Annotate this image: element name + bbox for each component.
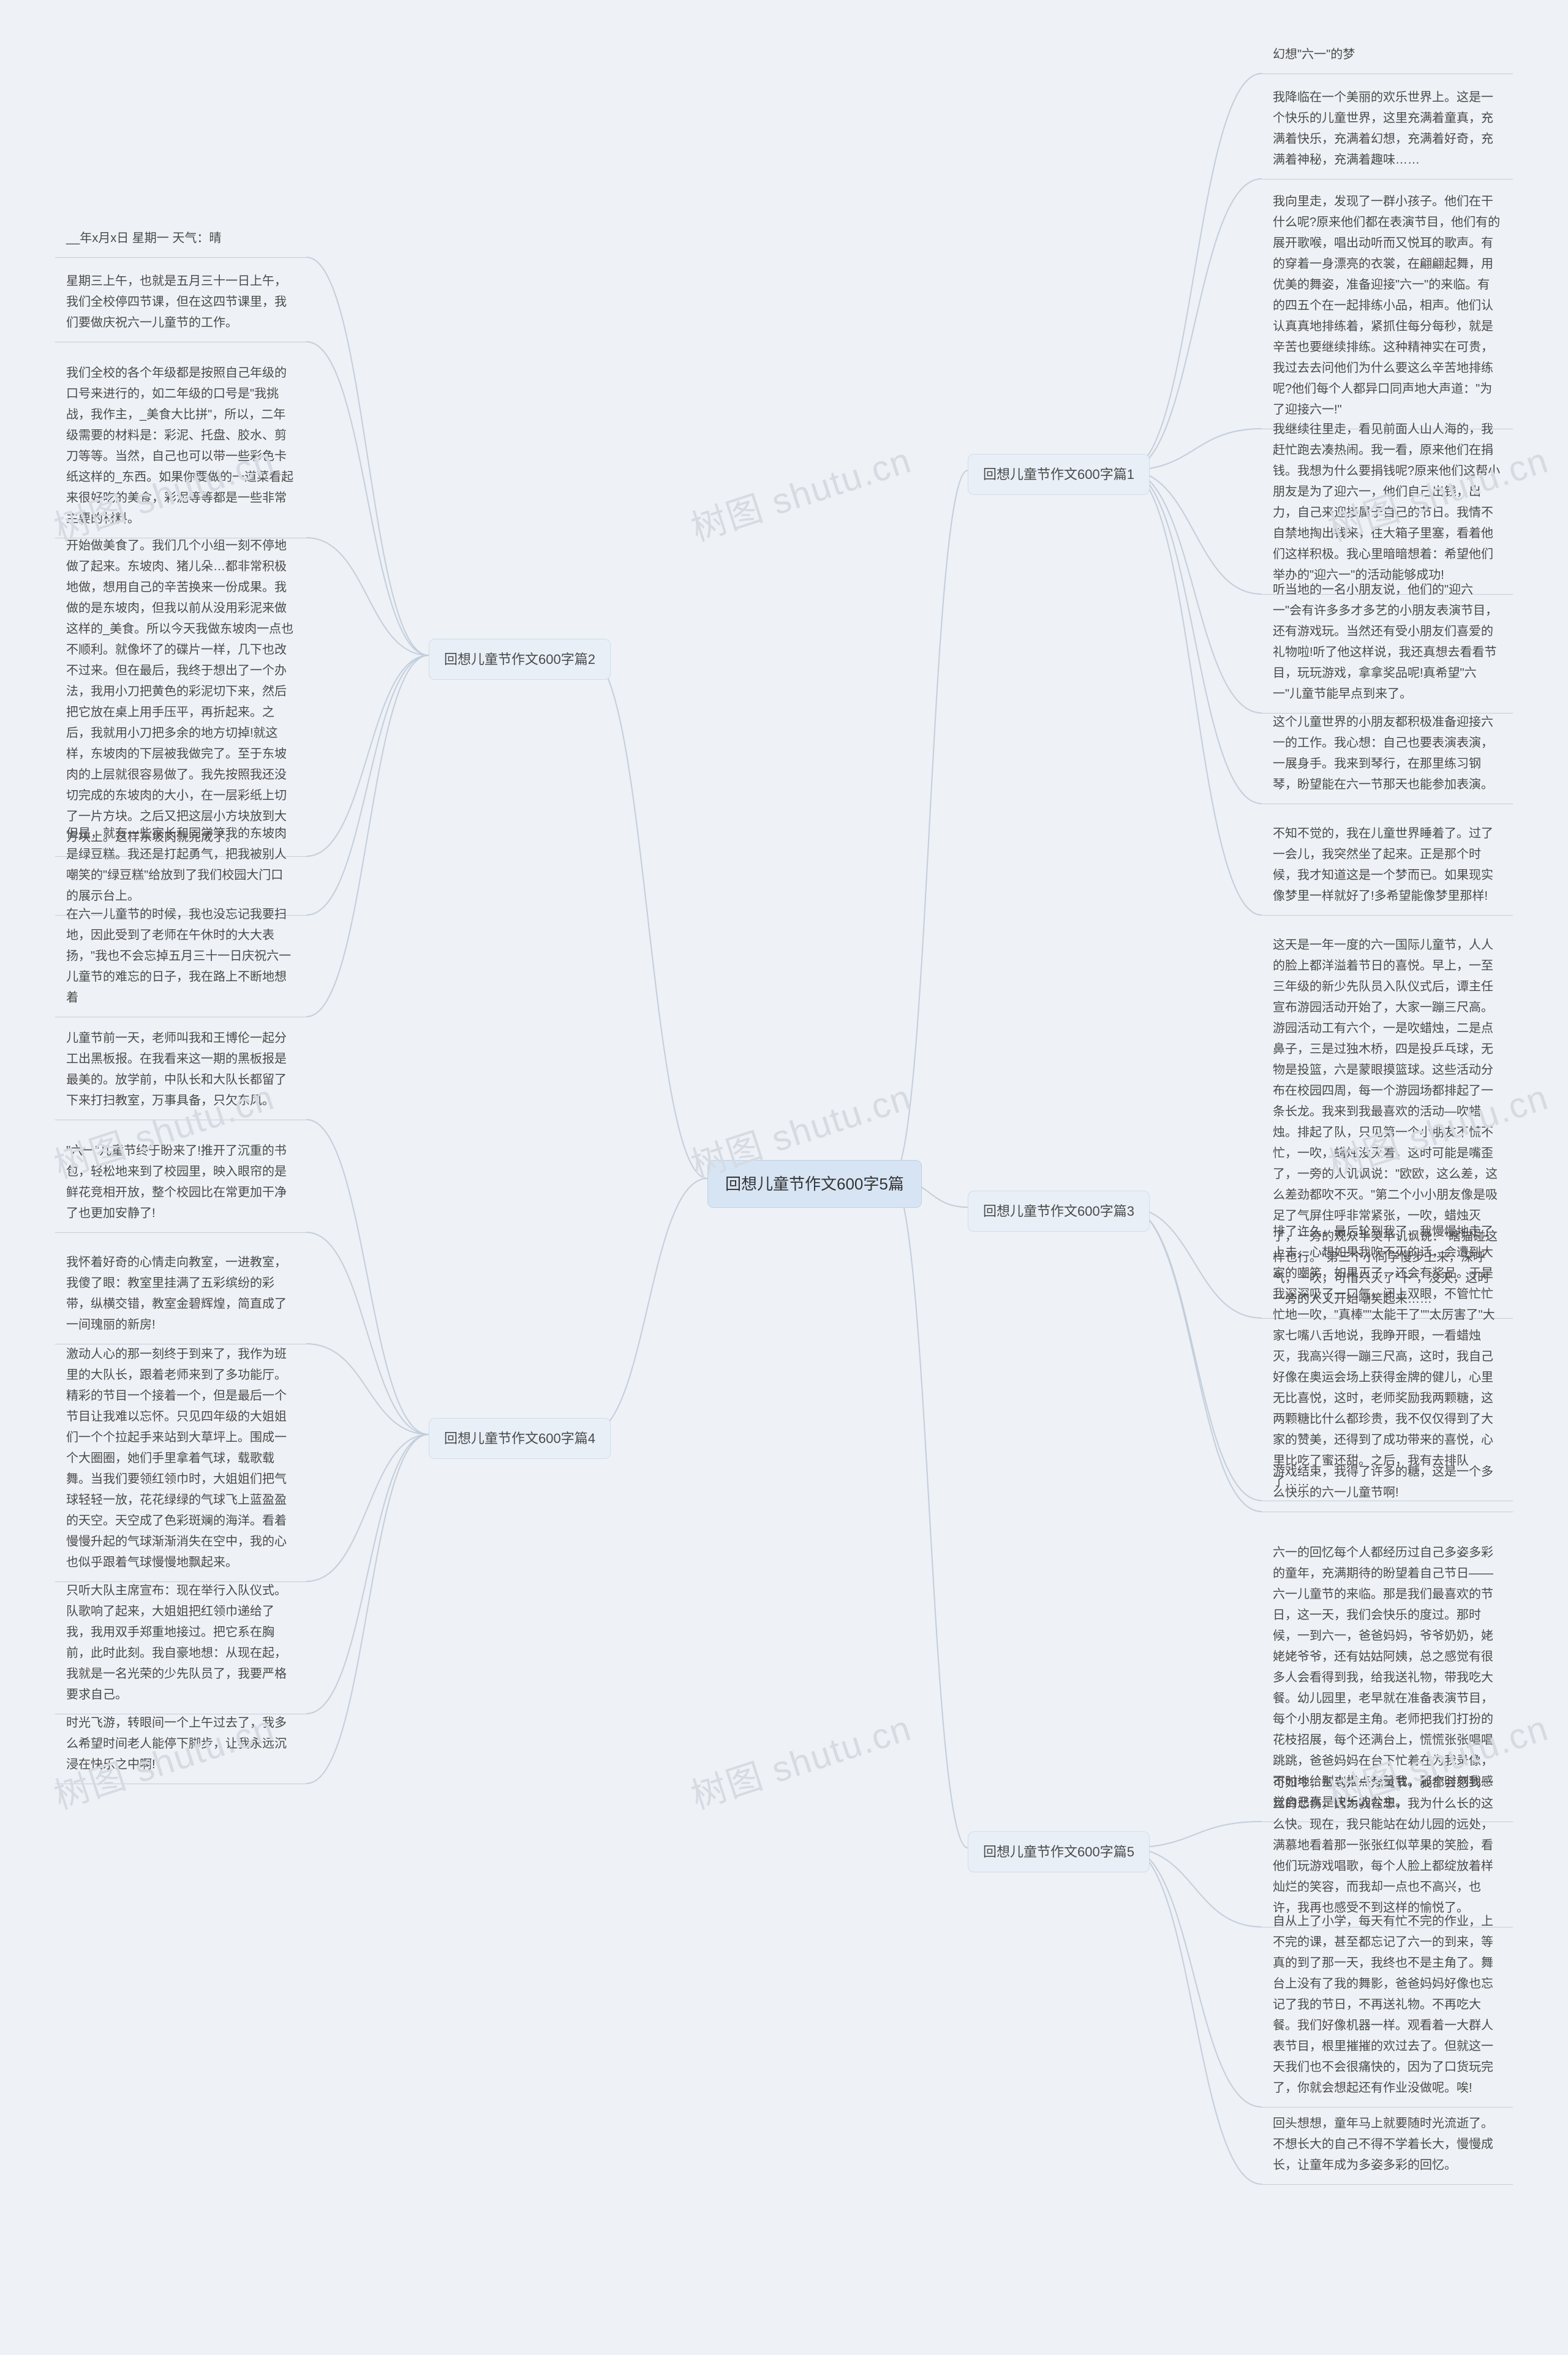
leaf-node: 我怀着好奇的心情走向教室，一进教室，我傻了眼：教室里挂满了五彩缤纷的彩带，纵横交… [55,1243,306,1344]
leaf-node: 我继续往里走，看见前面人山人海的，我赶忙跑去凑热闹。我一看，原来他们在捐钱。我想… [1262,410,1513,594]
leaf-node: 听当地的一名小朋友说，他们的"迎六一"会有许多多才多艺的小朋友表演节目，还有游戏… [1262,571,1513,713]
leaf-text: "六一"儿童节终于盼来了!推开了沉重的书包，轻松地来到了校园里，映入眼帘的是鲜花… [66,1144,287,1220]
leaf-underline [1262,2184,1513,2185]
leaf-text: 不知不觉的，我在儿童世界睡着了。过了一会儿，我突然坐了起来。正是那个时候，我才知… [1273,827,1493,903]
branch-node: 回想儿童节作文600字篇4 [429,1418,611,1459]
leaf-node: "六一"儿童节终于盼来了!推开了沉重的书包，轻松地来到了校园里，映入眼帘的是鲜花… [55,1132,306,1232]
leaf-text: 儿童节前一天，老师叫我和王博伦一起分工出黑板报。在我看来这一期的黑板报是最美的。… [66,1031,287,1107]
leaf-node: 这个儿童世界的小朋友都积极准备迎接六一的工作。我心想：自己也要表演表演，一展身手… [1262,703,1513,804]
leaf-text: 只听大队主席宣布：现在举行入队仪式。队歌响了起来，大姐姐把红领巾递给了我，我用双… [66,1584,287,1701]
branch-node: 回想儿童节作文600字篇1 [968,454,1150,495]
leaf-underline [1262,73,1513,74]
leaf-text: 星期三上午，也就是五月三十一日上午，我们全校停四节课，但在这四节课里，我们要做庆… [66,274,287,330]
watermark: 树图 shutu.cn [684,431,917,551]
branch-label: 回想儿童节作文600字篇5 [983,1844,1134,1860]
branch-label: 回想儿童节作文600字篇2 [444,652,595,667]
leaf-node: 游戏结束，我得了许多的糖，这是一个多么快乐的六一儿童节啊! [1262,1453,1513,1512]
leaf-text: 但是，就有一些家长和同学笑我的东坡肉是绿豆糕。我还是打起勇气，把我被别人嘲笑的"… [66,827,287,903]
leaf-node: 幻想"六一"的梦 [1262,36,1513,73]
root-label: 回想儿童节作文600字5篇 [725,1175,904,1193]
leaf-text: 激动人心的那一刻终于到来了，我作为班里的大队长，跟着老师来到了多功能厅。精彩的节… [66,1347,287,1569]
branch-node: 回想儿童节作文600字篇2 [429,639,611,680]
leaf-underline [55,1232,306,1233]
leaf-node: 星期三上午，也就是五月三十一日上午，我们全校停四节课，但在这四节课里，我们要做庆… [55,262,306,342]
branch-label: 回想儿童节作文600字篇3 [983,1204,1134,1219]
leaf-node: 回头想想，童年马上就要随时光流逝了。不想长大的自己不得不学着长大，慢慢成长，让童… [1262,2104,1513,2184]
leaf-text: 我继续往里走，看见前面人山人海的，我赶忙跑去凑热闹。我一看，原来他们在捐钱。我想… [1273,423,1500,582]
leaf-node: 激动人心的那一刻终于到来了，我作为班里的大队长，跟着老师来到了多功能厅。精彩的节… [55,1335,306,1581]
leaf-text: 游戏结束，我得了许多的糖，这是一个多么快乐的六一儿童节啊! [1273,1465,1493,1499]
leaf-node: 自从上了小学，每天有忙不完的作业，上不完的课，甚至都忘记了六一的到来，等真的到了… [1262,1902,1513,2107]
leaf-text: 我向里走，发现了一群小孩子。他们在干什么呢?原来他们都在表演节目，他们有的展开歌… [1273,195,1500,416]
leaf-text: 可如今，每到六一儿童节，我都会感到一丝的悲伤，因为我在想，我为什么长的这么快。现… [1273,1776,1493,1915]
leaf-text: 幻想"六一"的梦 [1273,48,1355,61]
leaf-node: 时光飞游，转眼间一个上午过去了，我多么希望时间老人能停下脚步，让我永远沉浸在快乐… [55,1704,306,1784]
leaf-text: 我们全校的各个年级都是按照自己年级的口号来进行的，如二年级的口号是"我挑战，我作… [66,366,293,526]
leaf-text: 自从上了小学，每天有忙不完的作业，上不完的课，甚至都忘记了六一的到来，等真的到了… [1273,1915,1493,2095]
leaf-text: 听当地的一名小朋友说，他们的"迎六一"会有许多多才多艺的小朋友表演节目，还有游戏… [1273,583,1498,701]
leaf-text: 在六一儿童节的时候，我也没忘记我要扫地，因此受到了老师在午休时的大大表扬，"我也… [66,908,291,1004]
leaf-node: 儿童节前一天，老师叫我和王博伦一起分工出黑板报。在我看来这一期的黑板报是最美的。… [55,1019,306,1120]
leaf-node: 我降临在一个美丽的欢乐世界上。这是一个快乐的儿童世界，这里充满着童真，充满着快乐… [1262,78,1513,179]
leaf-text: 我降临在一个美丽的欢乐世界上。这是一个快乐的儿童世界，这里充满着童真，充满着快乐… [1273,91,1493,167]
leaf-node: 我们全校的各个年级都是按照自己年级的口号来进行的，如二年级的口号是"我挑战，我作… [55,354,306,538]
leaf-node: 不知不觉的，我在儿童世界睡着了。过了一会儿，我突然坐了起来。正是那个时候，我才知… [1262,815,1513,915]
leaf-node: __年x月x日 星期一 天气：晴 [55,219,306,257]
leaf-text: 排了许久，最后轮到我了，我慢慢地走了上去，心想如果我吹不灭的话，会遭到大家的嘲笑… [1273,1225,1495,1488]
branch-node: 回想儿童节作文600字篇5 [968,1831,1150,1872]
watermark: 树图 shutu.cn [684,1699,917,1818]
root-node: 回想儿童节作文600字5篇 [707,1160,922,1208]
leaf-underline [1262,915,1513,916]
leaf-underline [55,257,306,258]
leaf-node: 我向里走，发现了一群小孩子。他们在干什么呢?原来他们都在表演节目，他们有的展开歌… [1262,183,1513,429]
leaf-node: 开始做美食了。我们几个小组一刻不停地做了起来。东坡肉、猪儿朵…都非常积极地做，想… [55,527,306,856]
branch-label: 回想儿童节作文600字篇4 [444,1431,595,1446]
leaf-text: __年x月x日 星期一 天气：晴 [66,232,221,245]
leaf-node: 在六一儿童节的时候，我也没忘记我要扫地，因此受到了老师在午休时的大大表扬，"我也… [55,895,306,1017]
branch-node: 回想儿童节作文600字篇3 [968,1191,1150,1232]
leaf-text: 回头想想，童年马上就要随时光流逝了。不想长大的自己不得不学着长大，慢慢成长，让童… [1273,2117,1493,2172]
leaf-text: 我怀着好奇的心情走向教室，一进教室，我傻了眼：教室里挂满了五彩缤纷的彩带，纵横交… [66,1256,287,1332]
leaf-text: 开始做美食了。我们几个小组一刻不停地做了起来。东坡肉、猪儿朵…都非常积极地做，想… [66,539,293,844]
leaf-text: 时光飞游，转眼间一个上午过去了，我多么希望时间老人能停下脚步，让我永远沉浸在快乐… [66,1716,287,1771]
leaf-text: 这个儿童世界的小朋友都积极准备迎接六一的工作。我心想：自己也要表演表演，一展身手… [1273,715,1493,791]
leaf-node: 只听大队主席宣布：现在举行入队仪式。队歌响了起来，大姐姐把红领巾递给了我，我用双… [55,1572,306,1714]
branch-label: 回想儿童节作文600字篇1 [983,467,1134,482]
